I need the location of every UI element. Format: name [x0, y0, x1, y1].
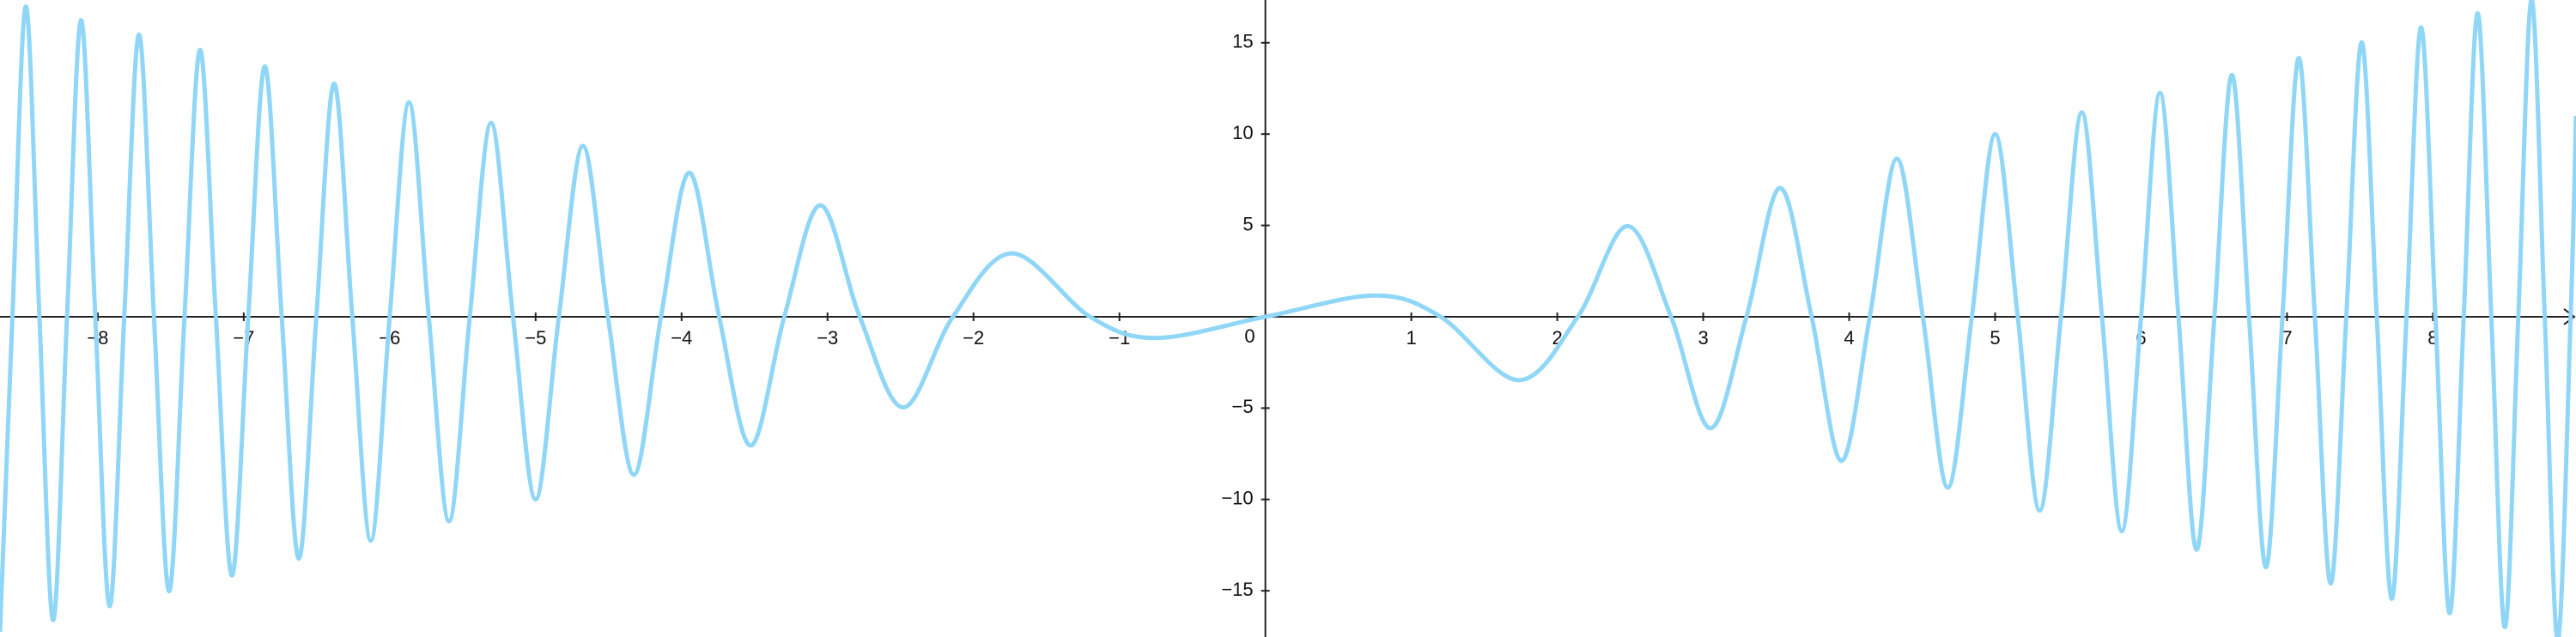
y-tick-label: −10 [1221, 488, 1253, 509]
x-tick-label: 4 [1844, 327, 1854, 349]
x-tick-label: 3 [1698, 327, 1708, 349]
y-tick-label: 5 [1242, 213, 1253, 234]
x-tick-label: −2 [963, 327, 984, 349]
y-tick-label: −15 [1221, 579, 1253, 600]
y-tick-label: 10 [1232, 122, 1253, 143]
x-tick-label: 1 [1406, 327, 1417, 349]
x-tick-label: −7 [233, 327, 254, 349]
y-tick-label: 15 [1232, 31, 1253, 52]
x-tick-label: −3 [817, 327, 838, 349]
origin-label: 0 [1244, 325, 1255, 347]
x-tick-label: 5 [1990, 327, 2000, 349]
x-axis-arrow [2563, 308, 2576, 325]
y-tick-label: −5 [1232, 396, 1254, 417]
x-tick-label: −5 [525, 327, 546, 349]
x-tick-label: 7 [2281, 327, 2292, 349]
x-tick-label: −4 [671, 327, 692, 349]
